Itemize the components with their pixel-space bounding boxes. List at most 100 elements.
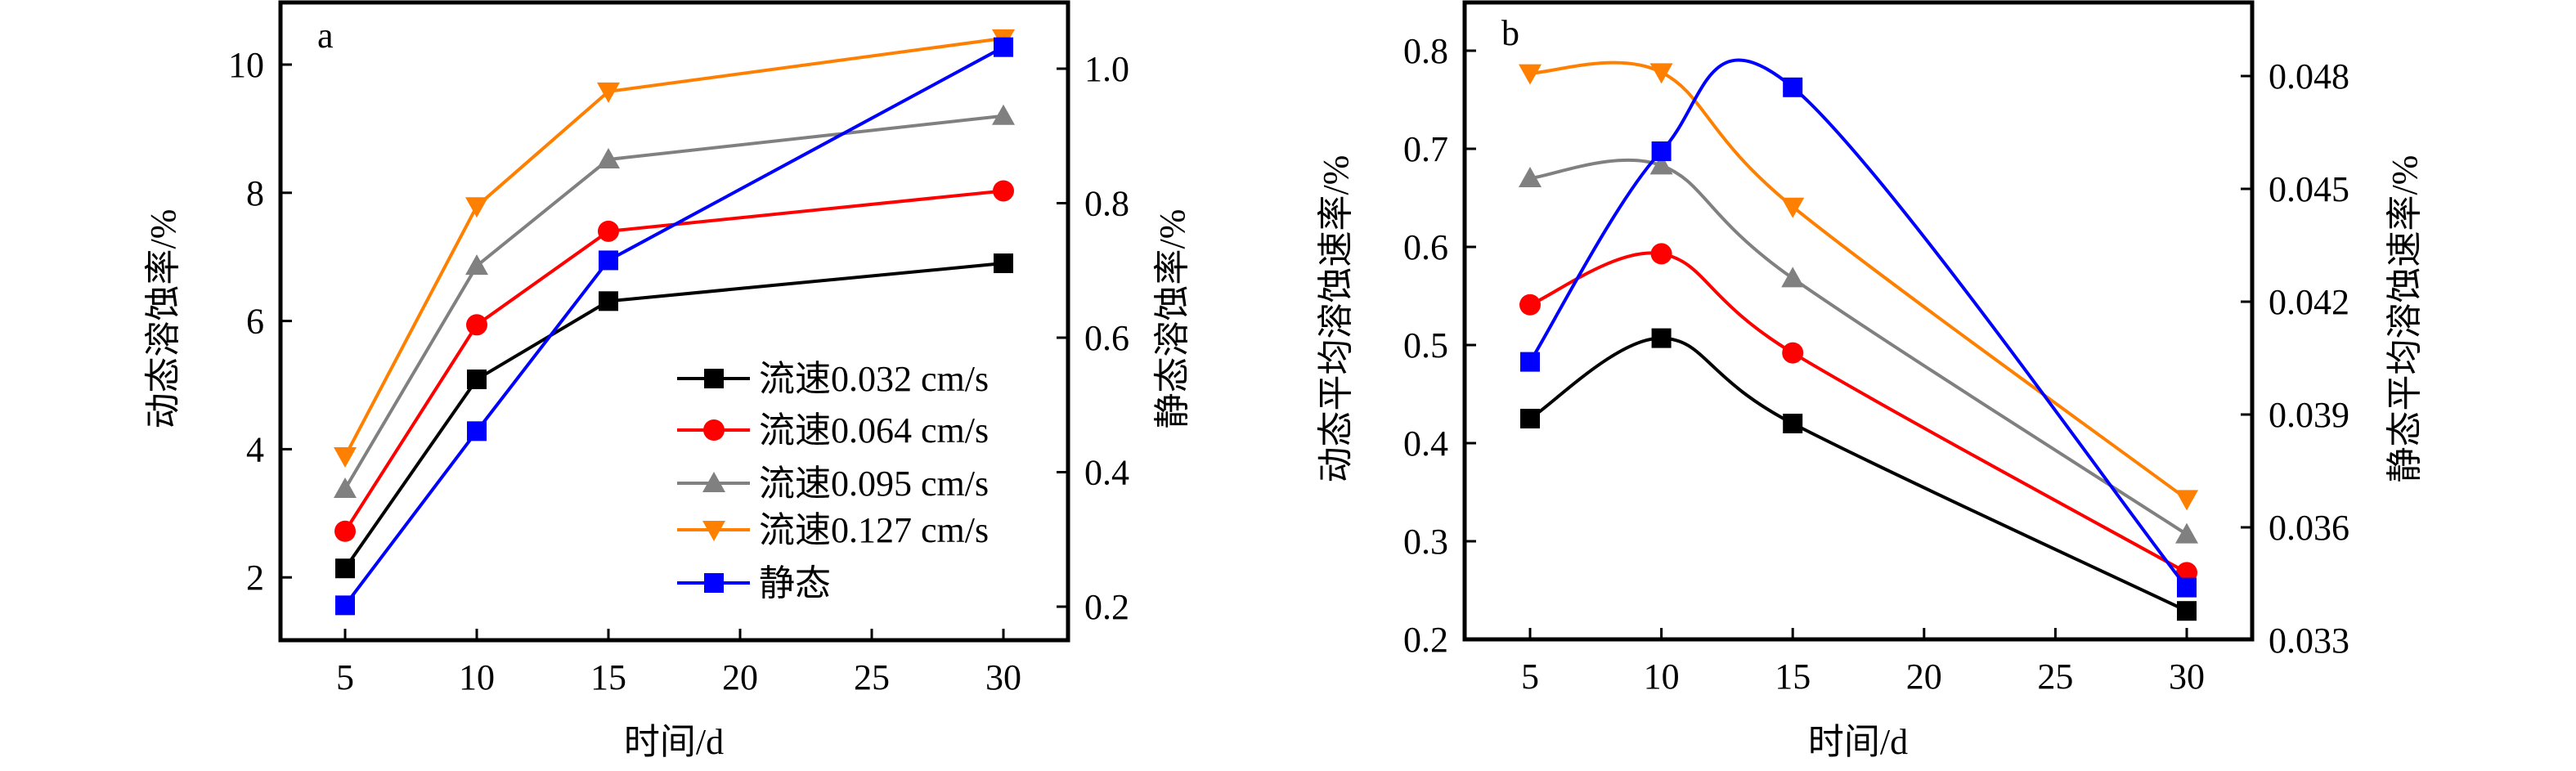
series-line bbox=[1528, 336, 2188, 613]
y-right-tick-label: 0.2 bbox=[1084, 587, 1129, 627]
data-point bbox=[334, 447, 357, 468]
y-right-tick-label: 0.048 bbox=[2269, 56, 2349, 96]
legend-label: 流速0.127 cm/s bbox=[759, 510, 989, 550]
data-point bbox=[1520, 352, 1540, 372]
legend-marker bbox=[703, 419, 725, 441]
y-right-tick-label: 1.0 bbox=[1084, 49, 1129, 89]
series-2 bbox=[1519, 243, 2197, 584]
panel-label-b: b bbox=[1501, 13, 1519, 53]
data-point bbox=[599, 250, 618, 271]
data-point bbox=[1650, 243, 1672, 265]
y-axis-title-right-a: 静态溶蚀率/% bbox=[1152, 209, 1192, 429]
y-tick-label: 0.7 bbox=[1403, 129, 1448, 169]
legend-label: 流速0.095 cm/s bbox=[759, 464, 989, 504]
y-axis-right-b: 0.033 0.036 0.039 0.042 0.045 0.048 bbox=[2241, 56, 2349, 661]
y-tick-label: 0.6 bbox=[1403, 227, 1448, 267]
x-tick-label: 10 bbox=[459, 657, 495, 697]
x-tick-label: 25 bbox=[2037, 657, 2073, 697]
series-3 bbox=[1519, 154, 2198, 544]
data-point bbox=[1649, 63, 1673, 84]
legend-marker bbox=[702, 521, 725, 541]
y-tick-label: 0.5 bbox=[1403, 325, 1448, 365]
y-tick-label: 8 bbox=[246, 173, 264, 213]
y-axis-title-left-b: 动态平均溶蚀速率/% bbox=[1316, 155, 1356, 483]
series-1 bbox=[335, 253, 1013, 579]
y-tick-label: 0.2 bbox=[1403, 620, 1448, 660]
y-tick-label: 0.8 bbox=[1403, 31, 1448, 71]
y-tick-label: 4 bbox=[246, 429, 264, 469]
data-point bbox=[1781, 197, 1805, 218]
legend-label: 流速0.064 cm/s bbox=[759, 410, 989, 450]
data-point bbox=[2175, 490, 2198, 511]
data-point bbox=[1651, 328, 1672, 348]
data-point bbox=[334, 477, 357, 499]
y-right-tick-label: 0.6 bbox=[1084, 318, 1129, 358]
x-tick-label: 20 bbox=[722, 657, 758, 697]
data-point bbox=[1651, 141, 1672, 161]
legend-item: 静态 bbox=[677, 563, 831, 603]
series-3 bbox=[334, 104, 1015, 499]
data-point bbox=[994, 253, 1013, 274]
data-point bbox=[599, 291, 618, 312]
data-point bbox=[2175, 522, 2198, 544]
y-right-tick-label: 0.039 bbox=[2269, 395, 2349, 435]
series-line bbox=[1529, 158, 2188, 536]
data-point bbox=[335, 558, 355, 579]
data-point bbox=[1649, 154, 1673, 175]
y-tick-label: 10 bbox=[228, 45, 264, 85]
data-point bbox=[1783, 77, 1803, 97]
data-point bbox=[466, 314, 487, 336]
series-2 bbox=[334, 180, 1014, 542]
data-point bbox=[465, 197, 488, 218]
y-axis-left-b: 0.2 0.3 0.4 0.5 0.6 0.7 0.8 bbox=[1403, 31, 1476, 660]
y-axis-left-a: 2 4 6 8 10 bbox=[228, 45, 292, 598]
data-point bbox=[994, 37, 1013, 57]
data-point bbox=[1782, 342, 1804, 364]
x-tick-label: 30 bbox=[2169, 657, 2205, 697]
data-point bbox=[467, 369, 487, 389]
chart-panel-a: a 5 10 15 20 25 30 2 4 6 8 10 0.2 0.4 0.6 0.8 1.0 时间/… bbox=[143, 0, 1192, 762]
x-axis-b: 5 10 15 20 25 30 bbox=[1521, 628, 2205, 697]
series-5 bbox=[335, 37, 1013, 616]
x-tick-label: 5 bbox=[336, 657, 354, 697]
series-4 bbox=[334, 29, 1015, 468]
data-point bbox=[992, 104, 1015, 125]
plot-frame-b bbox=[1462, 0, 2255, 642]
data-point bbox=[993, 180, 1014, 202]
series-line bbox=[343, 262, 1004, 570]
y-axis-title-right-b: 静态平均溶蚀速率/% bbox=[2385, 155, 2425, 483]
x-tick-label: 5 bbox=[1521, 657, 1539, 697]
y-right-tick-label: 0.036 bbox=[2269, 508, 2349, 548]
series-layer-a bbox=[334, 29, 1015, 616]
data-point bbox=[1519, 64, 1542, 85]
y-axis-right-a: 0.2 0.4 0.6 0.8 1.0 bbox=[1057, 49, 1129, 627]
x-tick-label: 15 bbox=[1775, 657, 1811, 697]
series-line bbox=[343, 189, 1004, 532]
data-point bbox=[1519, 294, 1541, 316]
data-point bbox=[334, 520, 356, 542]
series-line bbox=[1529, 251, 2188, 575]
x-tick-label: 30 bbox=[985, 657, 1021, 697]
data-point bbox=[467, 421, 487, 442]
series-4 bbox=[1519, 61, 2198, 511]
legend-marker bbox=[704, 369, 724, 388]
data-point bbox=[465, 254, 488, 276]
series-line bbox=[1528, 58, 2188, 589]
y-tick-label: 6 bbox=[246, 302, 264, 342]
data-point bbox=[2177, 577, 2197, 598]
series-line bbox=[1529, 61, 2188, 501]
x-axis-title-b: 时间/d bbox=[1808, 722, 1908, 762]
x-tick-label: 20 bbox=[1906, 657, 1942, 697]
series-line bbox=[343, 36, 1004, 457]
x-tick-label: 25 bbox=[854, 657, 890, 697]
data-point bbox=[598, 220, 619, 242]
series-line bbox=[343, 45, 1004, 607]
y-tick-label: 0.3 bbox=[1403, 522, 1448, 562]
series-1 bbox=[1520, 328, 2197, 621]
x-axis-title-a: 时间/d bbox=[624, 722, 724, 762]
legend-item: 流速0.127 cm/s bbox=[677, 510, 989, 550]
data-point bbox=[1520, 409, 1540, 428]
y-right-tick-label: 0.042 bbox=[2269, 282, 2349, 322]
y-tick-label: 0.4 bbox=[1403, 424, 1448, 464]
y-axis-title-left-a: 动态溶蚀率/% bbox=[143, 209, 183, 429]
